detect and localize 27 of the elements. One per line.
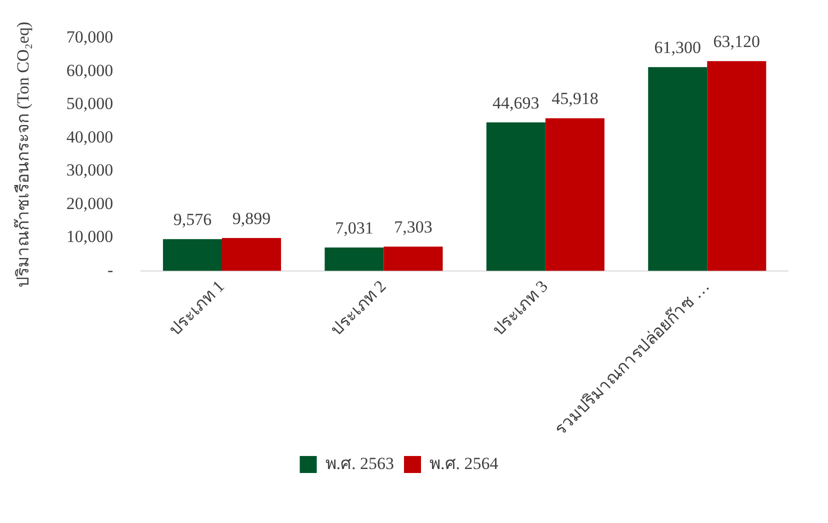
bar xyxy=(545,118,604,271)
y-tick-label: 20,000 xyxy=(66,194,114,213)
bar xyxy=(222,238,282,271)
legend-label: พ.ศ. 2563 xyxy=(325,454,394,473)
bar xyxy=(384,246,443,271)
bar xyxy=(486,122,546,271)
y-tick-label: 50,000 xyxy=(66,94,114,114)
data-label: 9,576 xyxy=(173,210,212,230)
y-tick-label: 30,000 xyxy=(66,160,114,180)
y-tick-label: - xyxy=(107,260,114,280)
legend-label: พ.ศ. 2564 xyxy=(430,454,499,473)
bar xyxy=(648,67,708,271)
bar xyxy=(162,239,222,271)
y-tick-label: 40,000 xyxy=(66,127,114,146)
y-tick-label: 60,000 xyxy=(66,60,114,80)
bar xyxy=(324,248,384,271)
y-tick-label: 70,000 xyxy=(66,28,114,47)
data-label: 7,031 xyxy=(335,218,374,238)
data-label: 45,918 xyxy=(552,89,598,108)
data-label: 44,693 xyxy=(492,93,540,112)
y-axis-title: ปริมาณก๊าซเรือนกระจก (Ton CO₂eq) xyxy=(14,22,33,288)
data-label: 63,120 xyxy=(713,32,760,52)
data-label: 7,303 xyxy=(394,218,432,237)
data-label: 61,300 xyxy=(654,38,702,58)
data-label: 9,899 xyxy=(232,208,271,228)
y-tick-label: 10,000 xyxy=(66,227,114,246)
bar xyxy=(707,61,766,271)
